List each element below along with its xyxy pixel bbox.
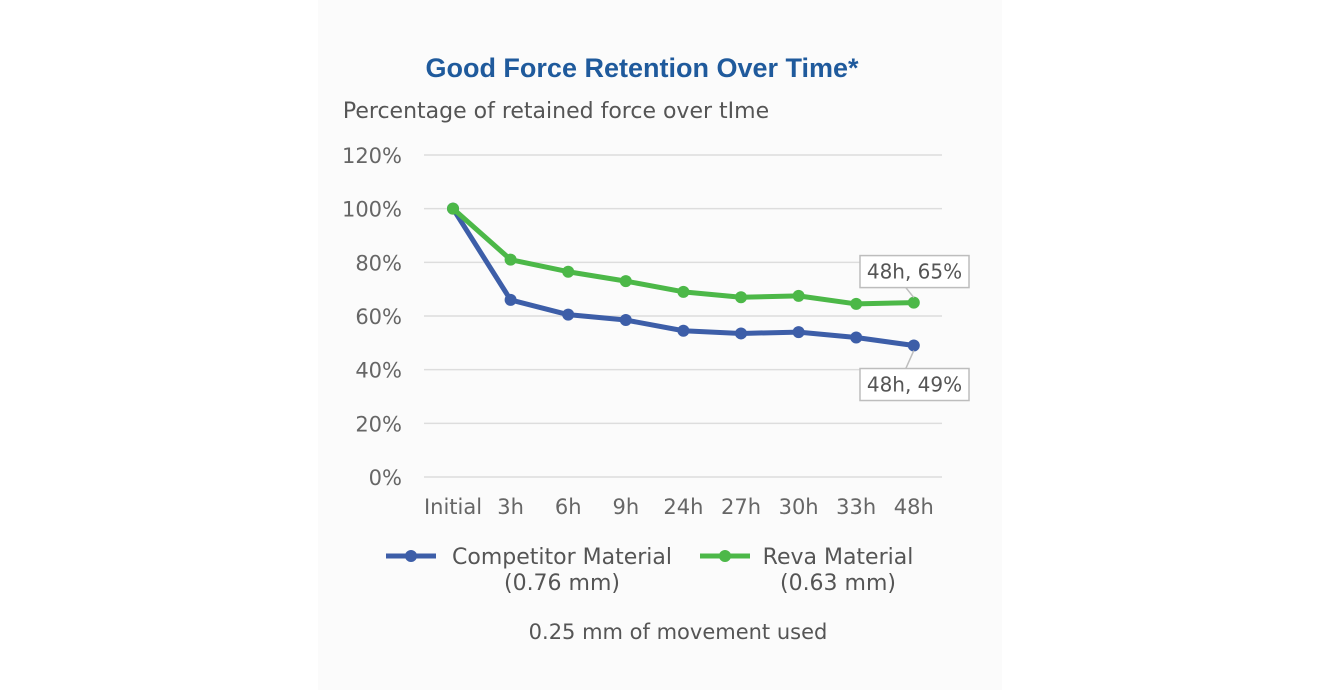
data-point-competitor bbox=[619, 314, 632, 327]
y-tick-label: 0% bbox=[369, 466, 402, 490]
data-point-competitor bbox=[850, 331, 863, 344]
data-point-reva bbox=[850, 297, 863, 310]
data-point-reva bbox=[562, 265, 575, 278]
legend: Competitor Material (0.76 mm) Reva Mater… bbox=[386, 545, 913, 596]
x-tick-label: 48h bbox=[894, 495, 934, 519]
callout-leader bbox=[905, 350, 915, 369]
data-point-reva bbox=[907, 296, 920, 309]
x-tick-label: 6h bbox=[555, 495, 582, 519]
callout-label: 48h, 65% bbox=[867, 260, 962, 284]
x-axis-ticks: Initial 3h 6h 9h 24h 27h 30h 33h 48h bbox=[424, 495, 934, 519]
x-tick-label: 33h bbox=[836, 495, 876, 519]
chart-title: Good Force Retention Over Time* bbox=[425, 53, 859, 83]
footnote: 0.25 mm of movement used bbox=[529, 620, 828, 644]
data-point-competitor bbox=[504, 293, 517, 306]
data-point-reva bbox=[619, 275, 632, 288]
data-point-competitor bbox=[735, 327, 747, 340]
data-point-reva bbox=[504, 253, 517, 266]
data-point-reva bbox=[447, 202, 459, 215]
chart-panel: Good Force Retention Over Time* Percenta… bbox=[318, 0, 1002, 690]
x-tick-label: 9h bbox=[612, 495, 639, 519]
x-tick-label: Initial bbox=[424, 495, 482, 519]
y-tick-label: 120% bbox=[342, 144, 402, 168]
y-tick-label: 80% bbox=[355, 251, 402, 275]
y-axis-ticks: 0% 20% 40% 60% 80% 100% 120% bbox=[342, 144, 402, 490]
y-tick-label: 20% bbox=[355, 412, 402, 436]
callout-box bbox=[859, 367, 970, 402]
y-tick-label: 40% bbox=[355, 359, 402, 383]
x-tick-label: 3h bbox=[497, 495, 524, 519]
legend-sublabel-competitor: (0.76 mm) bbox=[504, 571, 620, 596]
x-tick-label: 27h bbox=[721, 495, 761, 519]
legend-marker-competitor bbox=[405, 550, 417, 562]
data-point-competitor bbox=[792, 326, 805, 339]
callout-label: 48h, 49% bbox=[867, 373, 962, 397]
data-point-competitor bbox=[907, 339, 920, 352]
data-point-reva bbox=[735, 291, 747, 304]
callout-box bbox=[859, 254, 970, 289]
legend-label-competitor: Competitor Material bbox=[452, 545, 672, 570]
gridlines bbox=[424, 154, 942, 478]
force-retention-chart: Good Force Retention Over Time* Percenta… bbox=[342, 53, 970, 644]
x-tick-label: 24h bbox=[663, 495, 703, 519]
legend-marker-reva bbox=[719, 550, 731, 562]
legend-label-reva: Reva Material bbox=[763, 545, 914, 570]
data-point-reva bbox=[677, 285, 690, 298]
legend-sublabel-reva: (0.63 mm) bbox=[780, 571, 896, 596]
callout-leader bbox=[905, 287, 915, 299]
chart-subtitle: Percentage of retained force over tIme bbox=[343, 99, 769, 124]
series-lines bbox=[447, 202, 920, 352]
data-point-competitor bbox=[562, 308, 575, 321]
x-tick-label: 30h bbox=[779, 495, 819, 519]
data-point-reva bbox=[792, 289, 805, 302]
data-callouts: 48h, 65% 48h, 49% bbox=[859, 254, 970, 402]
y-tick-label: 60% bbox=[355, 305, 402, 329]
data-point-competitor bbox=[677, 324, 690, 337]
y-tick-label: 100% bbox=[342, 198, 402, 222]
